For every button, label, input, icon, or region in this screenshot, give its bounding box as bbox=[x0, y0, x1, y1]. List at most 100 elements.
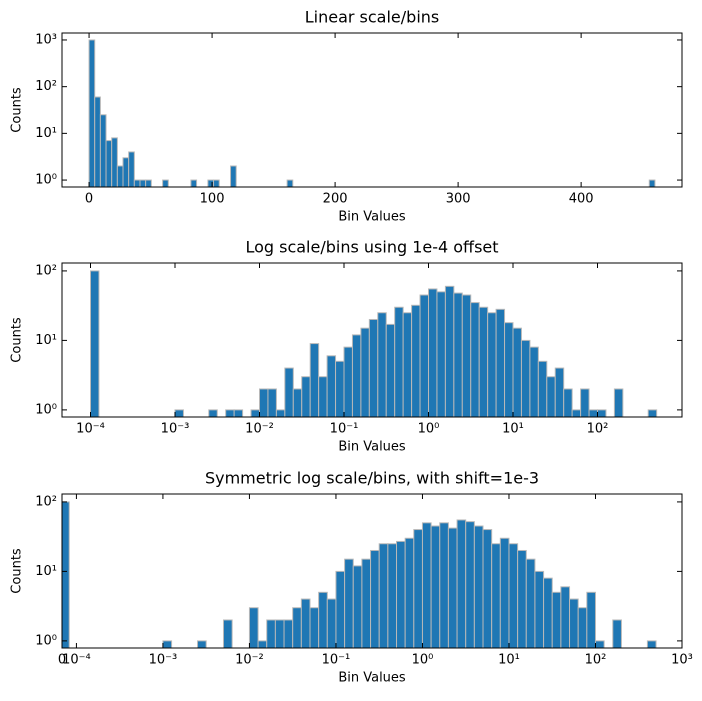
histogram-bar bbox=[396, 540, 406, 648]
plot-area bbox=[88, 39, 656, 187]
histogram-bar bbox=[284, 367, 294, 417]
y-tick-label: 10¹ bbox=[35, 333, 57, 348]
x-tick-label: 10⁻⁴ bbox=[76, 422, 105, 437]
x-tick-label: 300 bbox=[446, 192, 471, 207]
histogram-bar bbox=[499, 537, 510, 648]
histogram-bar bbox=[207, 179, 215, 187]
histogram-bar bbox=[162, 179, 169, 187]
histogram-bar bbox=[534, 570, 545, 648]
histogram-bar bbox=[411, 304, 421, 417]
histogram-bar bbox=[586, 591, 596, 648]
histogram-bar bbox=[495, 308, 506, 417]
histogram-bar bbox=[444, 285, 455, 417]
histogram-bar bbox=[646, 640, 657, 648]
histogram-bar bbox=[456, 519, 467, 648]
histogram-bar bbox=[430, 525, 441, 648]
histogram-bar bbox=[267, 388, 277, 417]
histogram-bar bbox=[402, 312, 413, 417]
histogram-bar bbox=[248, 607, 259, 648]
histogram-bar bbox=[439, 522, 449, 648]
x-tick-label: 0 bbox=[85, 192, 93, 207]
histogram-bar bbox=[286, 179, 294, 187]
histogram-bar bbox=[577, 607, 588, 648]
x-tick-label: 10⁻¹ bbox=[322, 653, 351, 668]
x-tick-label: 10⁰ bbox=[412, 653, 434, 668]
histogram-bar bbox=[208, 409, 218, 417]
x-tick-label: 0 bbox=[58, 653, 66, 668]
histogram-bar bbox=[368, 318, 379, 417]
y-axis-label: Counts bbox=[10, 87, 25, 133]
histogram-bar bbox=[413, 529, 423, 648]
histogram-bar bbox=[461, 294, 472, 417]
y-tick-label: 10² bbox=[35, 494, 57, 509]
histogram-bar bbox=[222, 619, 233, 648]
histogram-bar bbox=[594, 640, 605, 648]
histogram-bar bbox=[174, 409, 184, 417]
histogram-bar bbox=[551, 591, 562, 648]
histogram-bar bbox=[292, 607, 302, 648]
histogram-bar bbox=[512, 327, 522, 417]
x-tick-label: 10¹ bbox=[498, 653, 520, 668]
histogram-bar bbox=[377, 312, 387, 417]
x-tick-label: 10² bbox=[585, 653, 607, 668]
histogram-bar bbox=[225, 409, 235, 417]
histogram-bar bbox=[275, 409, 286, 417]
chart-title: Linear scale/bins bbox=[305, 8, 440, 27]
histogram-bar bbox=[344, 558, 354, 648]
histogram-bar bbox=[478, 306, 489, 417]
x-tick-label: 10⁻¹ bbox=[330, 422, 359, 437]
histogram-bar bbox=[436, 291, 446, 417]
histogram-bar bbox=[257, 640, 268, 648]
histogram-bar bbox=[419, 294, 429, 417]
x-tick-label: 10⁻⁴ bbox=[62, 653, 91, 668]
x-tick-label: 10⁻³ bbox=[149, 653, 178, 668]
histogram-bar bbox=[387, 543, 398, 648]
histogram-bar bbox=[543, 577, 553, 648]
x-axis-label: Bin Values bbox=[338, 440, 406, 455]
histogram-bar bbox=[560, 586, 571, 648]
x-tick-label: 10¹ bbox=[502, 422, 524, 437]
y-axis-label: Counts bbox=[10, 548, 25, 594]
histogram-bar bbox=[309, 607, 320, 648]
x-tick-label: 10⁰ bbox=[418, 422, 440, 437]
y-tick-label: 10⁰ bbox=[35, 633, 57, 648]
x-tick-label: 10⁻² bbox=[235, 653, 264, 668]
y-tick-label: 10² bbox=[35, 79, 57, 94]
histogram-bar bbox=[571, 409, 582, 417]
histogram-bar bbox=[99, 114, 107, 187]
histogram-bar bbox=[473, 525, 484, 648]
x-tick-label: 10⁻² bbox=[245, 422, 274, 437]
histogram-bar bbox=[283, 619, 294, 648]
x-axis-label: Bin Values bbox=[338, 671, 406, 686]
y-axis-label: Counts bbox=[10, 317, 25, 363]
histogram-bar bbox=[508, 543, 519, 648]
histogram-bar bbox=[465, 521, 475, 648]
y-tick-label: 10¹ bbox=[35, 564, 57, 579]
histogram-bar bbox=[491, 543, 501, 648]
histogram-bar bbox=[378, 543, 389, 648]
histogram-bar bbox=[300, 598, 311, 648]
histogram-bar bbox=[351, 334, 362, 417]
histogram-bar bbox=[427, 288, 438, 417]
histogram-bar bbox=[318, 591, 328, 648]
histogram-bar bbox=[105, 140, 113, 187]
x-tick-label: 100 bbox=[200, 192, 225, 207]
histogram-bar bbox=[647, 409, 658, 417]
histogram-bar bbox=[335, 360, 345, 417]
histogram-bar bbox=[554, 367, 565, 417]
histogram-bar bbox=[250, 409, 260, 417]
chart-title: Log scale/bins using 1e-4 offset bbox=[245, 238, 498, 257]
histogram-bar bbox=[343, 346, 353, 417]
plot-area bbox=[62, 501, 657, 648]
plot-area bbox=[89, 270, 658, 417]
histogram-bar bbox=[139, 179, 147, 187]
y-tick-label: 10² bbox=[35, 263, 57, 278]
y-tick-label: 10⁰ bbox=[35, 402, 57, 417]
histogram-bar bbox=[546, 376, 556, 417]
histogram-bar bbox=[111, 137, 118, 187]
histogram-bar bbox=[318, 376, 328, 417]
histogram-bar bbox=[596, 409, 607, 417]
histogram-bar bbox=[529, 346, 539, 417]
axes-frame bbox=[61, 32, 683, 188]
